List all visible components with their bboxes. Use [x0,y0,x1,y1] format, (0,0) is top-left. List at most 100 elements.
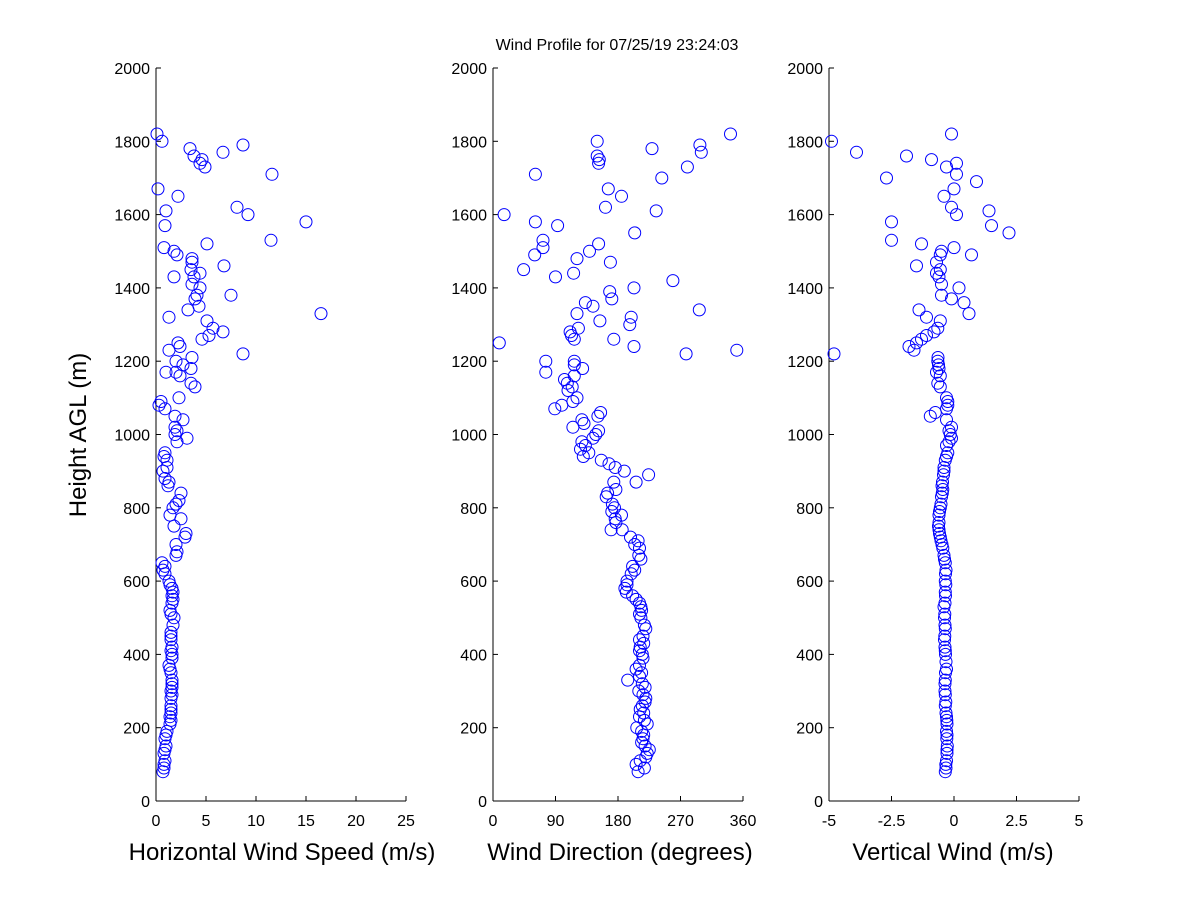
y-tick-label: 2000 [114,61,150,78]
data-point [931,354,945,368]
data-point [939,589,952,603]
data-point [629,757,643,771]
data-point [165,680,179,694]
data-point [168,420,182,434]
data-point [217,259,231,273]
data-point [589,428,603,441]
data-point [626,559,640,573]
data-point [907,343,921,357]
data-point [938,618,952,632]
data-point [174,486,188,500]
data-point [950,167,963,181]
data-point [156,464,170,478]
y-tick-label: 1800 [787,134,823,151]
data-point [608,512,622,526]
data-point [940,413,953,427]
data-point [649,204,663,218]
data-point [578,296,592,310]
data-point [159,365,173,379]
data-point [637,618,651,632]
data-point [187,149,201,163]
y-tick-label: 600 [123,574,150,591]
y-tick-label: 2000 [451,61,487,78]
data-point [195,332,209,346]
data-point [940,728,954,742]
data-point [910,336,923,350]
data-point [166,501,180,515]
y-tick-label: 800 [460,501,487,518]
y-tick-label: 600 [796,574,823,591]
data-point [193,266,207,280]
data-point [265,167,279,181]
data-point [193,281,207,295]
data-point [634,552,648,566]
data-point [168,409,182,423]
data-point [576,450,590,463]
data-point [970,175,983,189]
y-tick-label: 400 [796,647,823,664]
data-point [586,299,600,313]
data-point [170,545,184,559]
data-point [155,134,169,148]
data-point [938,640,952,654]
data-point [938,574,952,588]
data-point [937,548,951,562]
data-point [592,424,606,438]
data-point [938,629,952,643]
data-point [631,765,645,779]
data-point [925,153,938,167]
data-point [164,625,178,639]
x-tick-label: 0 [489,813,498,830]
data-point [624,310,638,324]
data-point [624,530,637,544]
data-point [158,446,172,460]
data-point [620,574,634,588]
data-point [167,244,181,258]
data-point [633,658,646,672]
data-point [940,754,953,768]
data-point [629,592,643,606]
data-point [935,244,948,258]
data-point [195,153,209,167]
data-point [937,464,951,478]
data-point [932,362,946,375]
data-point [638,680,652,694]
data-point [938,677,952,691]
data-point [577,417,591,430]
data-point [174,512,188,526]
data-point [169,538,183,551]
data-point [920,310,933,324]
data-point [592,153,606,167]
data-point [615,189,628,203]
y-tick-label: 2000 [787,61,823,78]
data-point [230,200,244,214]
data-point [938,611,951,625]
y-tick-label: 1400 [114,281,150,298]
data-point [933,380,947,394]
x-tick-label: 270 [667,813,694,830]
data-point [627,281,641,295]
data-point [172,391,186,405]
data-point [633,702,647,716]
data-point [923,409,937,423]
data-point [935,479,949,493]
data-point [176,358,190,372]
data-point [636,688,650,702]
vertical-wind-panel: Vertical Wind (m/s) 0 200 400 600 800 1000 120… [787,61,1083,866]
data-point [173,340,187,353]
data-point [931,321,945,335]
data-point [164,702,178,716]
data-point [158,754,172,768]
data-point [965,248,978,262]
data-point [202,329,216,342]
data-point [188,292,202,306]
data-point [160,453,174,467]
data-point [642,743,656,757]
data-point [592,237,606,251]
data-point [599,200,612,214]
data-point [617,464,631,478]
data-point [952,281,966,295]
data-point [566,395,580,408]
data-point [930,365,943,379]
